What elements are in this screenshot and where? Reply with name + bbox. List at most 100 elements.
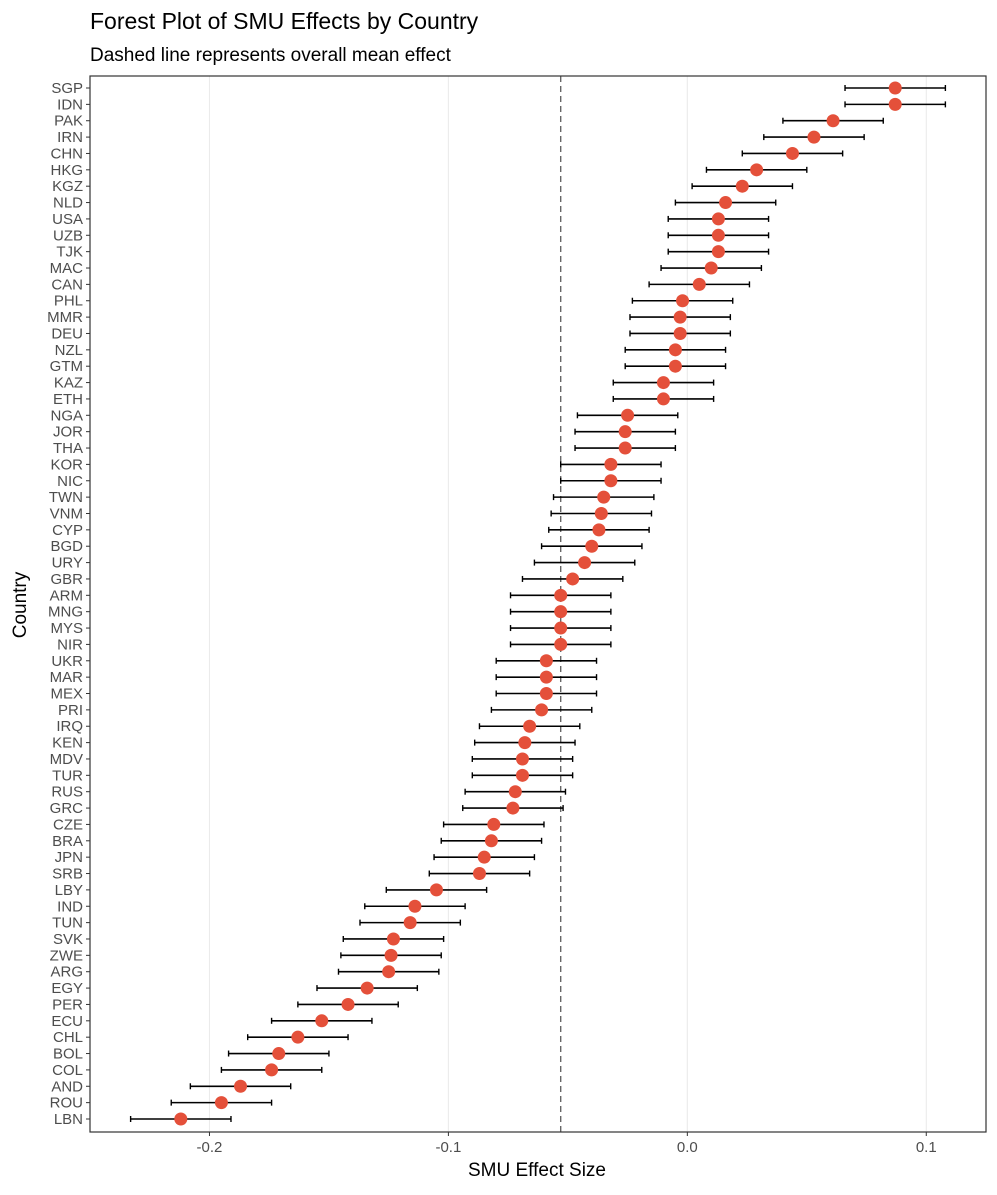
point-ROU	[214, 1096, 228, 1110]
point-MAC	[704, 261, 718, 275]
point-JPN	[477, 850, 491, 864]
y-tick-label-IDN: IDN	[57, 96, 83, 113]
y-tick-label-IND: IND	[57, 898, 83, 915]
y-tick-label-PRI: PRI	[58, 702, 83, 719]
point-SRB	[472, 867, 486, 881]
point-ARM	[554, 588, 568, 602]
y-tick-label-KAZ: KAZ	[54, 375, 83, 392]
point-KOR	[604, 457, 618, 471]
y-tick-label-KEN: KEN	[52, 735, 83, 752]
y-tick-label-URY: URY	[52, 555, 83, 572]
point-URY	[578, 556, 592, 570]
point-SGP	[888, 81, 902, 95]
y-tick-label-SVK: SVK	[53, 931, 83, 948]
y-tick-label-ZWE: ZWE	[50, 947, 83, 964]
point-NLD	[719, 196, 733, 210]
y-tick-label-CZE: CZE	[53, 816, 83, 833]
point-UKR	[539, 654, 553, 668]
y-tick-label-JPN: JPN	[55, 849, 83, 866]
chart-title: Forest Plot of SMU Effects by Country	[90, 8, 479, 34]
point-GTM	[668, 359, 682, 373]
point-GBR	[566, 572, 580, 586]
y-tick-label-BOL: BOL	[53, 1046, 83, 1063]
point-NZL	[668, 343, 682, 357]
point-BRA	[484, 834, 498, 848]
point-RUS	[508, 785, 522, 799]
y-tick-label-USA: USA	[52, 211, 83, 228]
y-tick-label-JOR: JOR	[53, 424, 83, 441]
y-tick-label-CHN: CHN	[51, 145, 84, 162]
point-LBN	[174, 1112, 188, 1126]
y-tick-label-NGA: NGA	[50, 407, 83, 424]
x-tick-label-1: -0.1	[435, 1139, 461, 1156]
point-KEN	[518, 736, 532, 750]
y-tick-label-MAR: MAR	[50, 669, 84, 686]
point-BOL	[272, 1047, 286, 1061]
y-tick-label-KGZ: KGZ	[52, 178, 83, 195]
y-tick-label-BRA: BRA	[52, 833, 83, 850]
y-tick-label-AND: AND	[51, 1078, 83, 1095]
point-NIR	[554, 637, 568, 651]
y-tick-label-TUR: TUR	[52, 767, 83, 784]
point-NIC	[604, 474, 618, 488]
y-tick-label-CAN: CAN	[51, 276, 83, 293]
y-tick-label-HKG: HKG	[50, 162, 83, 179]
point-MMR	[673, 310, 687, 324]
y-tick-label-PER: PER	[52, 996, 83, 1013]
y-tick-label-TWN: TWN	[49, 489, 83, 506]
x-tick-label-3: 0.1	[916, 1139, 937, 1156]
point-IRQ	[523, 719, 537, 733]
y-tick-label-GBR: GBR	[50, 571, 83, 588]
point-THA	[618, 441, 632, 455]
y-tick-label-MEX: MEX	[50, 686, 83, 703]
y-tick-label-ECU: ECU	[51, 1013, 83, 1030]
y-tick-label-NIC: NIC	[57, 473, 83, 490]
y-tick-label-UKR: UKR	[51, 653, 83, 670]
y-tick-label-NLD: NLD	[53, 195, 83, 212]
y-tick-label-VNM: VNM	[50, 505, 83, 522]
y-tick-label-EGY: EGY	[51, 980, 83, 997]
y-tick-label-ROU: ROU	[50, 1095, 83, 1112]
point-KAZ	[656, 376, 670, 390]
point-MAR	[539, 670, 553, 684]
point-NGA	[621, 408, 635, 422]
y-tick-label-SGP: SGP	[51, 80, 83, 97]
y-tick-label-TUN: TUN	[52, 915, 83, 932]
point-IND	[408, 899, 422, 913]
y-tick-label-KOR: KOR	[50, 456, 83, 473]
point-TUR	[515, 768, 529, 782]
x-tick-label-2: 0.0	[677, 1139, 698, 1156]
y-tick-label-GRC: GRC	[50, 800, 84, 817]
point-EGY	[360, 981, 374, 995]
point-KGZ	[735, 179, 749, 193]
y-tick-label-IRN: IRN	[57, 129, 83, 146]
y-tick-label-PAK: PAK	[54, 113, 83, 130]
point-COL	[265, 1063, 279, 1077]
y-tick-label-MAC: MAC	[50, 260, 84, 277]
point-CZE	[487, 817, 501, 831]
point-TWN	[597, 490, 611, 504]
y-tick-label-BGD: BGD	[50, 538, 83, 555]
y-tick-label-MYS: MYS	[50, 620, 83, 637]
y-tick-label-MNG: MNG	[48, 604, 83, 621]
point-ETH	[656, 392, 670, 406]
y-tick-label-LBN: LBN	[54, 1111, 83, 1128]
y-tick-label-NZL: NZL	[55, 342, 83, 359]
y-tick-label-CHL: CHL	[53, 1029, 83, 1046]
point-ZWE	[384, 948, 398, 962]
y-tick-label-TJK: TJK	[56, 244, 83, 261]
y-tick-label-ARM: ARM	[50, 587, 83, 604]
point-AND	[234, 1079, 248, 1093]
point-MDV	[515, 752, 529, 766]
y-tick-label-UZB: UZB	[53, 227, 83, 244]
point-DEU	[673, 326, 687, 340]
point-SVK	[386, 932, 400, 946]
y-tick-label-MMR: MMR	[47, 309, 83, 326]
point-MYS	[554, 621, 568, 635]
point-VNM	[594, 506, 608, 520]
y-tick-label-MDV: MDV	[50, 751, 83, 768]
x-axis-label: SMU Effect Size	[468, 1160, 606, 1181]
y-tick-label-LBY: LBY	[55, 882, 83, 899]
point-CAN	[692, 277, 706, 291]
